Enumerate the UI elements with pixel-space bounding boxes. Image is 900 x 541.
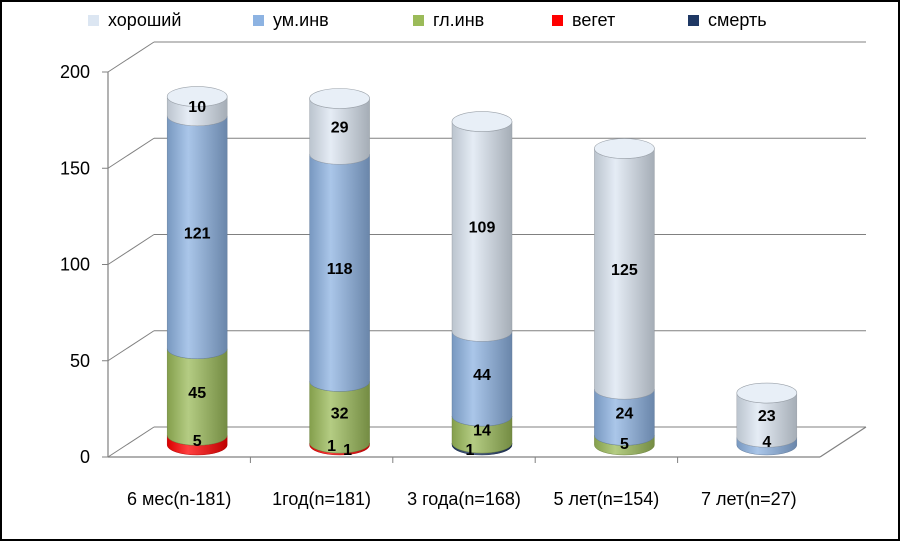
gridline-depth: [107, 41, 155, 73]
bar-stack: [309, 88, 370, 456]
data-label: 4: [762, 434, 771, 451]
floor-edge: [819, 426, 867, 458]
bar-stack: [451, 111, 513, 456]
bar-top-cap: [166, 86, 228, 107]
data-label: 29: [331, 119, 349, 136]
data-label: 1: [343, 442, 352, 459]
data-label: 121: [184, 225, 211, 242]
data-label: 32: [331, 405, 349, 422]
gridline-depth: [107, 426, 155, 458]
gridline-depth: [107, 330, 155, 362]
legend-label: вегет: [572, 10, 615, 30]
legend-item: ум.инв: [253, 10, 329, 30]
x-tick-label: 3 года(n=168): [407, 489, 521, 509]
data-label: 1: [466, 442, 475, 459]
legend-item: хороший: [88, 10, 181, 30]
data-label: 125: [611, 262, 638, 279]
data-label: 10: [188, 99, 206, 116]
y-tick-labels: 0 50 100 150 200: [60, 62, 108, 467]
bar-top-cap: [451, 111, 513, 132]
y-tick-label: 200: [60, 62, 90, 82]
x-tick-label: 7 лет(n=27): [701, 489, 797, 509]
gridline-depth: [107, 137, 155, 169]
bar-stack: [166, 86, 228, 456]
bar-top-cap: [594, 138, 655, 159]
gridline-depth: [107, 234, 155, 265]
x-tick-label: 5 лет(n=154): [554, 489, 660, 509]
legend-label: хороший: [108, 10, 181, 30]
legend-item: смерть: [688, 10, 767, 30]
bar-stack: [736, 382, 798, 456]
legend-label: гл.инв: [433, 10, 484, 30]
legend: хороший ум.инв гл.инв вегет смерть: [88, 10, 767, 30]
data-label: 109: [469, 220, 496, 237]
legend-label: ум.инв: [273, 10, 329, 30]
y-tick-label: 50: [70, 351, 90, 371]
bar-stack: [594, 138, 655, 456]
y-tick-label: 100: [60, 255, 90, 275]
data-label: 23: [758, 408, 776, 425]
legend-swatch: [413, 15, 424, 26]
data-label: 118: [327, 261, 353, 278]
legend-swatch: [552, 15, 563, 26]
legend-swatch: [88, 15, 99, 26]
data-label: 5: [193, 433, 202, 450]
data-label: 5: [620, 436, 629, 453]
bars: [166, 86, 798, 456]
data-label: 44: [473, 367, 491, 384]
legend-swatch: [253, 15, 264, 26]
legend-item: гл.инв: [413, 10, 484, 30]
legend-item: вегет: [552, 10, 615, 30]
y-tick-label: 150: [60, 158, 90, 178]
bar-top-cap: [309, 88, 370, 109]
bar-top-cap: [736, 382, 798, 404]
legend-swatch: [688, 15, 699, 26]
data-label: 1: [327, 438, 336, 455]
data-label: 14: [473, 423, 491, 440]
x-tick-label: 6 мес(n-181): [127, 489, 231, 509]
y-tick-label: 0: [80, 447, 90, 467]
x-tick-labels: 6 мес(n-181) 1год(n=181) 3 года(n=168) 5 ле…: [127, 457, 797, 509]
data-label: 24: [616, 405, 634, 422]
x-tick-label: 1год(n=181): [272, 489, 371, 509]
data-label: 45: [188, 385, 206, 402]
legend-label: смерть: [708, 10, 767, 30]
